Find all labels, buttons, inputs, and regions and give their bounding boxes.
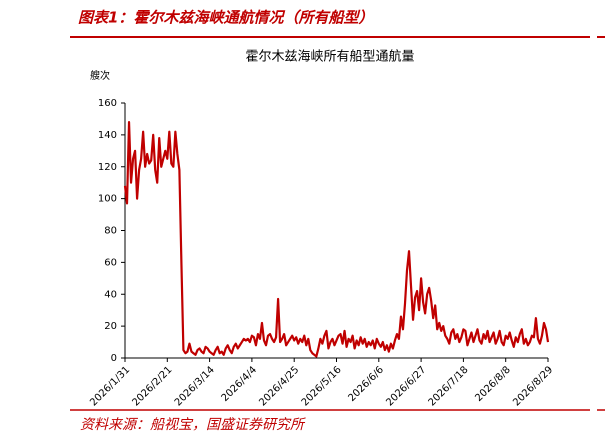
y-tick-label: 140 (98, 130, 117, 141)
x-tick-label: 2026/1/31 (88, 364, 132, 408)
y-tick-label: 80 (104, 226, 117, 237)
figure-label: 图表1：霍尔木兹海峡通航情况（所有船型） (78, 9, 373, 27)
source: 资料来源：船视宝，国盛证券研究所 (80, 417, 306, 433)
x-tick-label: 2026/8/29 (511, 364, 555, 408)
data-line (123, 121, 550, 358)
y-tick-label: 120 (98, 162, 117, 173)
y-axis-label: 艘次 (90, 69, 110, 82)
x-tick-label: 2026/6/6 (346, 364, 386, 404)
y-tick-label: 20 (104, 321, 117, 332)
x-tick-label: 2026/4/25 (257, 364, 301, 408)
x-tick-label: 2026/3/14 (173, 364, 217, 408)
x-tick-label: 2026/8/8 (473, 364, 513, 404)
y-tick-label: 100 (98, 194, 117, 205)
x-tick-label: 2026/5/16 (300, 364, 344, 408)
chart-title: 霍尔木兹海峡所有船型通航量 (245, 49, 414, 65)
x-tick-label: 2026/6/27 (384, 364, 428, 408)
y-tick-label: 40 (104, 289, 117, 300)
x-tick-label: 2026/2/21 (131, 364, 175, 408)
y-tick-label: 60 (104, 257, 117, 268)
y-tick-label: 0 (111, 353, 117, 364)
x-tick-label: 2026/7/18 (427, 364, 471, 408)
x-tick-label: 2026/4/4 (220, 364, 260, 404)
y-tick-label: 160 (98, 98, 117, 109)
